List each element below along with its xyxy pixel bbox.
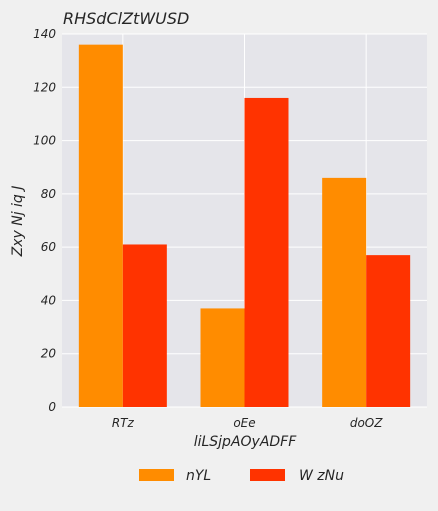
chart-title: RHSdClZtWUSD — [63, 9, 189, 28]
legend-swatch-wznu — [250, 469, 285, 481]
bar-wznu-dooz — [366, 255, 411, 407]
y-tick-label: 100 — [33, 134, 56, 148]
x-tick-labels: RTz oEe doOZ — [112, 416, 383, 430]
y-tick-label: 140 — [33, 27, 56, 41]
y-tick-label: 120 — [33, 80, 56, 94]
y-tick-label: 20 — [41, 347, 57, 361]
legend-label-wznu: W zNu — [299, 468, 344, 484]
bar-wznu-oee — [244, 97, 289, 407]
y-tick-label: 40 — [41, 293, 57, 307]
legend: nYL W zNu — [139, 468, 344, 484]
legend-swatch-nyl — [139, 469, 174, 481]
x-tick-label: doOZ — [350, 416, 383, 430]
y-tick-label: 80 — [41, 187, 57, 201]
bar-nyl-dooz — [322, 177, 367, 407]
bar-nyl-oee — [200, 308, 245, 407]
x-tick-label: oEe — [233, 416, 255, 430]
x-tick-label: RTz — [112, 416, 135, 430]
bar-wznu-rtz — [122, 244, 167, 407]
y-tick-label: 0 — [48, 400, 56, 414]
y-tick-labels: 0 20 40 60 80 100 120 140 — [33, 27, 56, 414]
y-axis-label: Zxy Nj iq J — [10, 186, 26, 258]
bars — [78, 44, 411, 408]
x-axis-label: liLSjpAOyADFF — [194, 434, 298, 450]
y-tick-label: 60 — [41, 240, 57, 254]
legend-label-nyl: nYL — [186, 468, 211, 484]
bar-nyl-rtz — [78, 44, 123, 408]
